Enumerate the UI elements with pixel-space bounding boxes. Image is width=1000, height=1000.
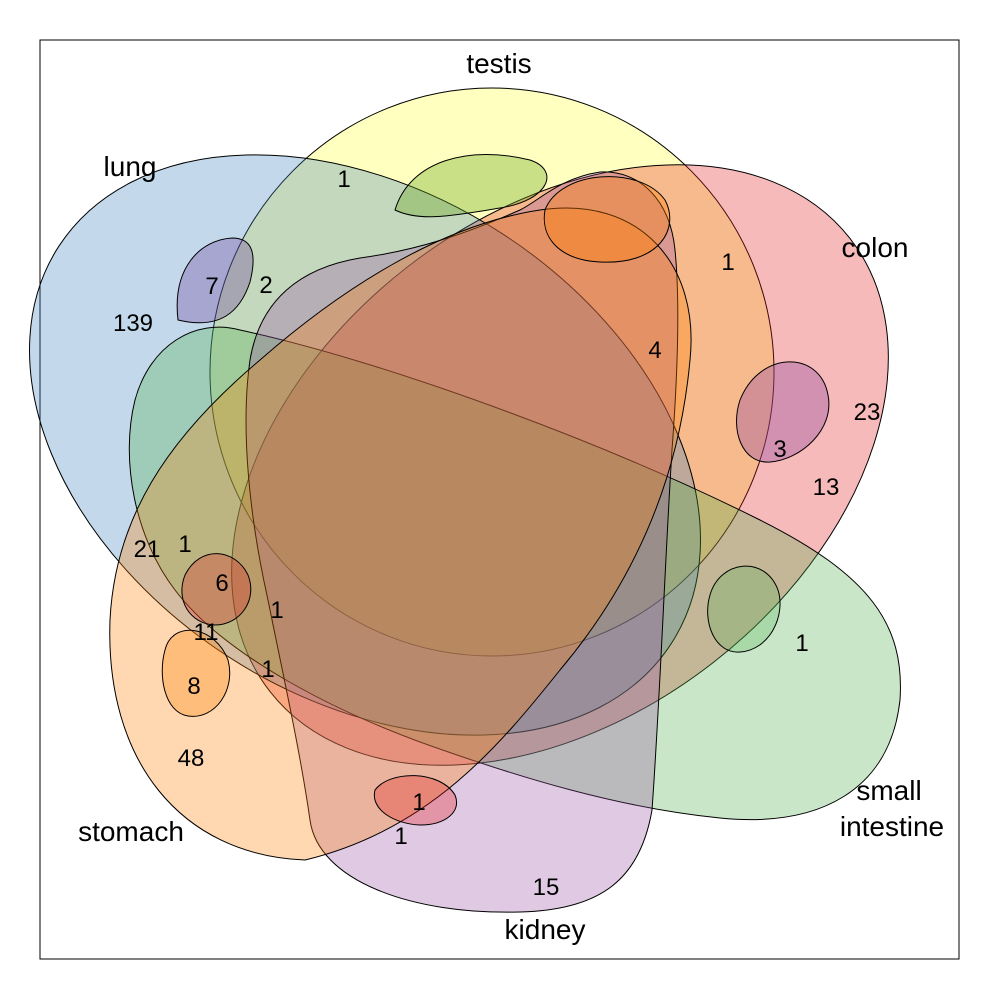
region-count: 1 xyxy=(721,249,734,276)
region-count: 139 xyxy=(113,310,153,337)
set-label-small-intestine-line1: small xyxy=(856,775,921,806)
set-label-lung: lung xyxy=(104,151,157,182)
region-count: 2 xyxy=(259,272,272,299)
set-label-stomach: stomach xyxy=(78,816,184,847)
region-count: 6 xyxy=(215,570,228,597)
lobe-testis-colon xyxy=(543,176,671,263)
region-count: 3 xyxy=(773,436,786,463)
set-label-small-intestine-line2: intestine xyxy=(840,811,944,842)
region-count: 7 xyxy=(205,273,218,300)
region-count: 1 xyxy=(795,630,808,657)
region-count: 1 xyxy=(270,597,283,624)
set-shape-testis xyxy=(209,87,775,657)
region-count: 1 xyxy=(337,166,350,193)
region-count: 23 xyxy=(854,399,881,426)
region-count: 13 xyxy=(813,474,840,501)
set-shape-stomach xyxy=(109,207,692,861)
region-count: 15 xyxy=(533,874,560,901)
region-count: 1 xyxy=(394,823,407,850)
region-count: 11 xyxy=(194,619,219,646)
region-count: 1 xyxy=(178,531,191,558)
lobe-small-intestine-colon xyxy=(707,565,781,653)
region-count: 21 xyxy=(134,536,161,563)
region-count: 1 xyxy=(412,789,425,816)
lobe-stomach-lower xyxy=(161,629,231,717)
set-shape-lung xyxy=(29,154,701,736)
region-count: 8 xyxy=(187,673,200,700)
lobe-colon-kidney xyxy=(736,361,830,463)
lobe-kidney-stomach-bottom xyxy=(373,775,457,826)
plot-frame xyxy=(39,39,960,960)
lobe-lung-kidney xyxy=(176,237,254,324)
lobe-stomach-kidney xyxy=(181,553,252,626)
set-label-testis: testis xyxy=(466,48,531,79)
set-label-colon: colon xyxy=(842,232,909,263)
set-shape-small-intestine xyxy=(128,326,901,821)
set-shape-colon xyxy=(231,164,889,766)
lobe-testis-lung-center xyxy=(394,154,548,218)
set-label-kidney: kidney xyxy=(505,914,586,945)
region-count: 4 xyxy=(648,337,661,364)
region-count: 1 xyxy=(261,656,274,683)
region-count: 48 xyxy=(178,745,205,772)
